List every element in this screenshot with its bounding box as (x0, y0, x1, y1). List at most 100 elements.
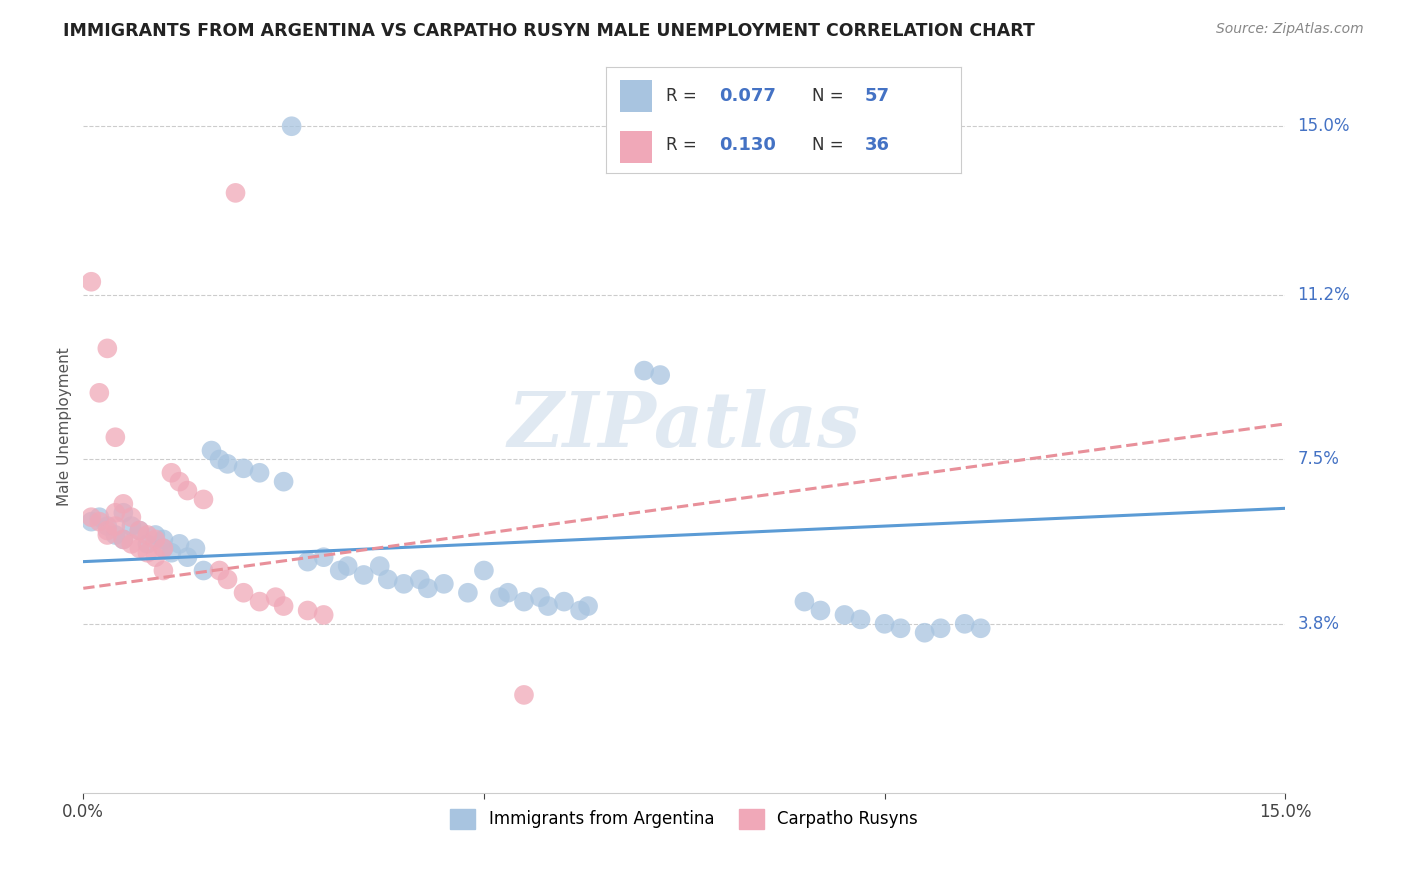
Point (633, 363, 655, 377)
Point (553, 594, 575, 608)
Point (128, 541, 150, 556)
Point (264, 590, 287, 604)
Point (193, 492, 215, 507)
Point (353, 568, 375, 582)
Point (377, 573, 399, 587)
Point (232, 461, 254, 475)
Point (472, 564, 495, 578)
Point (336, 559, 359, 574)
Point (392, 577, 415, 591)
Point (970, 621, 993, 635)
Point (232, 585, 254, 599)
Point (96, 342, 118, 356)
Point (96, 519, 118, 533)
Point (409, 573, 432, 587)
Point (929, 621, 952, 635)
Point (80, 275, 103, 289)
Point (200, 443, 222, 458)
Point (953, 616, 976, 631)
Point (104, 528, 127, 542)
Point (457, 585, 479, 599)
Point (112, 497, 135, 511)
Point (890, 621, 912, 635)
Point (176, 483, 198, 498)
Point (312, 550, 335, 565)
Point (273, 475, 295, 489)
Point (810, 603, 832, 617)
Point (249, 466, 271, 480)
Text: 15.0%: 15.0% (1298, 117, 1350, 136)
Point (120, 510, 142, 524)
Point (160, 466, 183, 480)
Point (834, 607, 856, 622)
Text: 7.5%: 7.5% (1298, 450, 1339, 468)
Point (312, 607, 335, 622)
Point (329, 564, 352, 578)
Point (169, 537, 191, 551)
Point (152, 541, 174, 556)
Point (112, 533, 135, 547)
Legend: Immigrants from Argentina, Carpatho Rusyns: Immigrants from Argentina, Carpatho Rusy… (444, 802, 925, 836)
Point (529, 590, 551, 604)
Text: ZIPatlas: ZIPatlas (508, 389, 860, 463)
Point (128, 524, 150, 538)
Point (96, 528, 118, 542)
Point (280, 120, 302, 134)
Point (217, 457, 239, 471)
Point (128, 524, 150, 538)
Point (112, 506, 135, 520)
Point (650, 368, 672, 382)
Point (96, 524, 118, 538)
Point (368, 559, 391, 574)
Text: 11.2%: 11.2% (1298, 286, 1350, 304)
Point (152, 533, 174, 547)
Point (576, 599, 599, 613)
Point (416, 582, 439, 596)
Text: 3.8%: 3.8% (1298, 615, 1339, 632)
Point (104, 506, 127, 520)
Point (297, 555, 319, 569)
Point (208, 452, 231, 467)
Point (513, 594, 536, 608)
Point (80, 510, 103, 524)
Point (152, 564, 174, 578)
Point (120, 537, 142, 551)
Text: Source: ZipAtlas.com: Source: ZipAtlas.com (1216, 22, 1364, 37)
Point (145, 528, 167, 542)
Point (112, 533, 135, 547)
Point (249, 594, 271, 608)
Point (136, 537, 159, 551)
Point (914, 625, 936, 640)
Point (89, 385, 111, 400)
Text: IMMIGRANTS FROM ARGENTINA VS CARPATHO RUSYN MALE UNEMPLOYMENT CORRELATION CHART: IMMIGRANTS FROM ARGENTINA VS CARPATHO RU… (63, 22, 1035, 40)
Point (433, 577, 456, 591)
Point (513, 688, 536, 702)
Point (184, 541, 207, 556)
Point (145, 533, 167, 547)
Point (489, 590, 512, 604)
Point (496, 585, 519, 599)
Point (136, 528, 159, 542)
Point (169, 475, 191, 489)
Point (297, 603, 319, 617)
Point (225, 186, 247, 200)
Y-axis label: Male Unemployment: Male Unemployment (58, 347, 72, 506)
Point (569, 603, 592, 617)
Point (793, 594, 815, 608)
Point (89, 510, 111, 524)
Point (80, 515, 103, 529)
Point (193, 564, 215, 578)
Point (89, 515, 111, 529)
Point (160, 546, 183, 560)
Point (145, 550, 167, 565)
Point (104, 519, 127, 533)
Point (104, 430, 127, 444)
Point (537, 599, 560, 613)
Point (176, 550, 198, 565)
Point (849, 612, 872, 626)
Point (120, 519, 142, 533)
Point (152, 541, 174, 556)
Point (873, 616, 896, 631)
Point (273, 599, 295, 613)
Point (217, 573, 239, 587)
